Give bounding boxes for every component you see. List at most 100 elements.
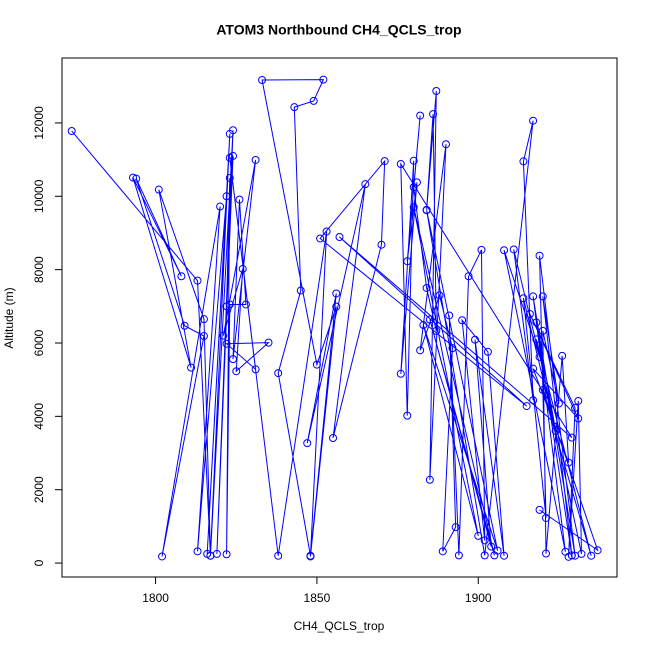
data-point [500, 246, 509, 255]
data-point [587, 551, 596, 560]
data-point [574, 414, 583, 423]
data-point [128, 173, 137, 182]
chart-title: ATOM3 Northbound CH4_QCLS_trop [216, 22, 461, 38]
data-point [558, 351, 567, 360]
data-point [222, 550, 231, 559]
data-point [429, 110, 438, 119]
data-point [529, 396, 538, 405]
data-point [571, 403, 580, 412]
data-point [493, 546, 502, 555]
data-point [593, 546, 602, 555]
data-point [519, 294, 528, 303]
data-point [222, 192, 231, 201]
data-point [251, 155, 260, 164]
data-point [332, 289, 341, 298]
data-point [199, 315, 208, 324]
y-tick-label: 8000 [32, 256, 46, 283]
x-tick-label: 1800 [142, 591, 169, 605]
y-tick-label: 12000 [32, 106, 46, 140]
data-point [500, 551, 509, 560]
data-point [229, 355, 238, 364]
data-point [290, 103, 299, 112]
data-point [232, 367, 241, 376]
data-point [241, 300, 250, 309]
data-point [535, 352, 544, 361]
data-point [538, 326, 547, 335]
data-point [222, 339, 231, 348]
data-point [509, 245, 518, 254]
data-point [216, 202, 225, 211]
y-tick-label: 4000 [32, 403, 46, 430]
data-point [258, 76, 267, 85]
data-point [529, 116, 538, 125]
data-point [432, 87, 441, 96]
data-point [409, 156, 418, 165]
data-point [238, 264, 247, 273]
data-point [525, 310, 534, 319]
data-point [477, 245, 486, 254]
data-point [403, 257, 412, 266]
data-point [396, 369, 405, 378]
data-point [422, 206, 431, 215]
data-point [554, 399, 563, 408]
data-point [380, 157, 389, 166]
data-point [542, 549, 551, 558]
data-point [225, 173, 234, 182]
data-point [312, 360, 321, 369]
data-point [435, 291, 444, 300]
data-point [529, 292, 538, 301]
data-point [193, 547, 202, 556]
data-point [377, 240, 386, 249]
data-point [474, 531, 483, 540]
data-point [441, 140, 450, 149]
data-point [67, 126, 76, 135]
data-point [306, 551, 315, 560]
data-point [532, 335, 541, 344]
data-point [487, 542, 496, 551]
data-point [319, 75, 328, 84]
y-tick-label: 10000 [32, 179, 46, 213]
data-point [564, 458, 573, 467]
data-point [274, 369, 283, 378]
data-point [316, 234, 325, 243]
data-point [438, 547, 447, 556]
data-point [422, 283, 431, 292]
data-point [522, 402, 531, 411]
data-point [193, 276, 202, 285]
data-point [458, 316, 467, 325]
data-point [329, 433, 338, 442]
y-tick-label: 0 [32, 559, 46, 566]
data-point [332, 302, 341, 311]
data-point [416, 111, 425, 120]
data-point [574, 396, 583, 405]
data-point [464, 272, 473, 281]
data-line [71, 79, 599, 557]
data-point [309, 96, 318, 105]
data-point [132, 174, 141, 183]
data-point [535, 251, 544, 260]
data-point [303, 439, 312, 448]
data-point [551, 427, 560, 436]
data-point [454, 551, 463, 560]
data-point [225, 300, 234, 309]
y-tick-label: 2000 [32, 476, 46, 503]
data-point [396, 160, 405, 169]
data-point [432, 326, 441, 335]
data-point [180, 321, 189, 330]
data-point [532, 318, 541, 327]
data-point [274, 551, 283, 560]
data-point [403, 411, 412, 420]
data-point [154, 185, 163, 194]
data-point [212, 549, 221, 558]
data-point [158, 552, 167, 561]
data-point [296, 286, 305, 295]
data-point [451, 523, 460, 532]
data-point [416, 346, 425, 355]
data-point [229, 126, 238, 135]
data-point [251, 365, 260, 374]
data-point [235, 195, 244, 204]
data-point [542, 513, 551, 522]
plot-box [61, 57, 618, 578]
data-point [483, 347, 492, 356]
